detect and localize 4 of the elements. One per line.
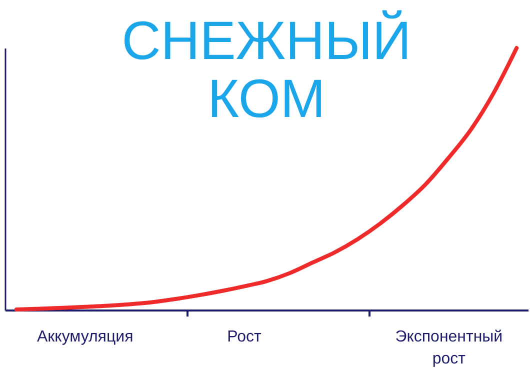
x-tick-label: Экспонентный рост — [395, 328, 503, 368]
chart-title: СНЕЖНЫЙ КОМ — [122, 10, 412, 129]
x-tick-label: Рост — [227, 328, 262, 346]
x-tick-label: Аккумуляция — [36, 328, 134, 346]
